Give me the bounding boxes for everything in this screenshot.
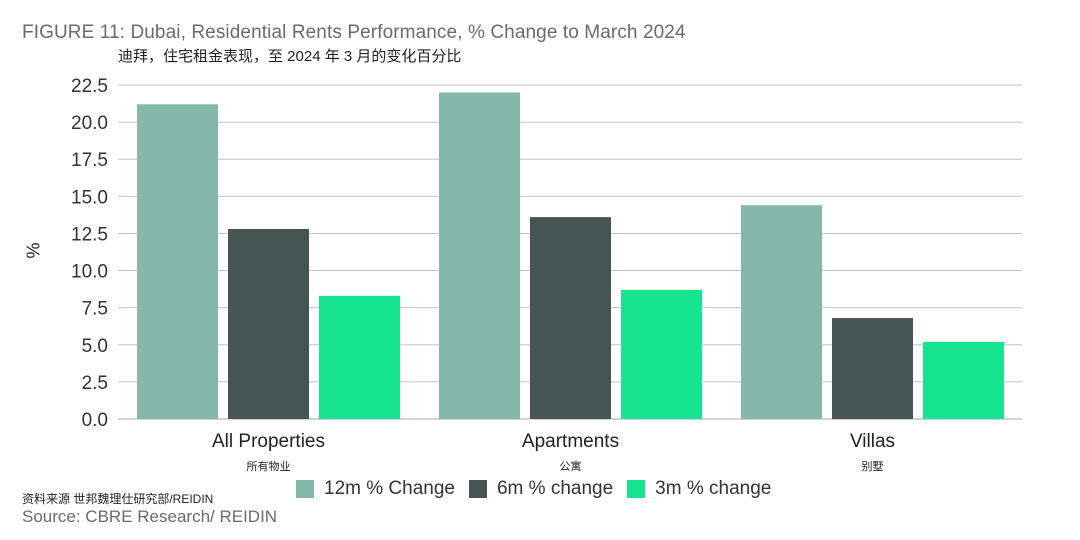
legend-swatch [296,480,314,498]
y-tick-labels: 0.0 2.5 5.0 7.5 10.0 12.5 15.0 17.5 20.0 22.5 [71,76,108,431]
bar-6m-change-villas [832,318,913,419]
bar-3m-change-all-properties [319,295,400,419]
legend-item: 12m % Change [296,478,455,500]
bar-12m-change-apartments [439,92,520,419]
legend-item: 3m % change [627,478,771,500]
legend-item: 6m % change [468,478,614,500]
bar-12m-change-all-properties [137,104,218,419]
bar-3m-change-villas [923,341,1004,419]
source-chinese: 资料来源 世邦魏理仕研究部/REIDIN [22,492,214,506]
category-label: All Properties [212,431,325,452]
source: Source: CBRE Research/ REIDIN [22,507,278,526]
legend-swatch [468,480,487,498]
legend-label: 12m % Change [324,478,455,499]
legend: 12m % Change 6m % change 3m % change [296,478,777,500]
category-labels: All Properties 所有物业 Apartments 公寓 Villas 别墅 [212,431,895,473]
category-label-chinese: 公寓 [560,459,582,473]
chart-title-chinese: 迪拜，住宅租金表现，至 2024 年 3 月的变化百分比 [118,48,462,65]
chart-title: FIGURE 11: Dubai, Residential Rents Perf… [22,22,686,43]
legend-label: 6m % change [496,478,614,499]
legend-label: 3m % change [655,478,772,499]
bar-6m-change-all-properties [228,228,309,419]
y-tick-label: 12.5 [71,224,108,245]
bar-6m-change-apartments [530,217,611,419]
y-tick-label: 17.5 [71,150,108,171]
y-tick-label: 15.0 [71,187,108,208]
category-label-chinese: 别墅 [862,460,884,473]
legend-swatch [627,480,646,498]
y-tick-label: 0.0 [82,410,108,431]
y-tick-label: 20.0 [71,113,108,134]
y-tick-label: 5.0 [82,336,108,357]
y-tick-label: 2.5 [82,373,108,394]
y-tick-label: 22.5 [71,76,108,97]
category-label: Apartments [522,431,619,452]
y-tick-label: 10.0 [71,262,108,283]
category-label: Villas [850,431,895,452]
y-tick-label: 7.5 [82,299,108,320]
category-label-chinese: 所有物业 [247,459,291,473]
bar-3m-change-apartments [621,289,702,419]
bars [137,92,1004,419]
bar-12m-change-villas [741,205,822,419]
